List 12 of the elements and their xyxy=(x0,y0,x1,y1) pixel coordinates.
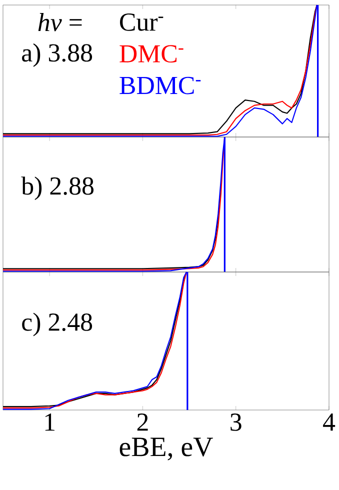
annotation: a) 3.88 xyxy=(22,43,92,67)
x-tick-label: 2 xyxy=(137,414,148,431)
text: Cur$^{-}$ xyxy=(120,13,164,31)
x-tick-label: 1 xyxy=(45,414,55,431)
x-tick-label: 4 xyxy=(323,414,336,431)
x-axis-title: eBE, eV xyxy=(120,438,214,460)
annotation: b) 2.88 xyxy=(21,176,94,200)
legend-title: hv = xyxy=(38,13,82,32)
x-tick-label: 3 xyxy=(230,414,242,431)
annotation: c) 2.48 xyxy=(22,312,92,336)
text: DMC$^{-}$ xyxy=(120,45,184,63)
series-label: BDMC$^{-}$ xyxy=(120,76,201,94)
